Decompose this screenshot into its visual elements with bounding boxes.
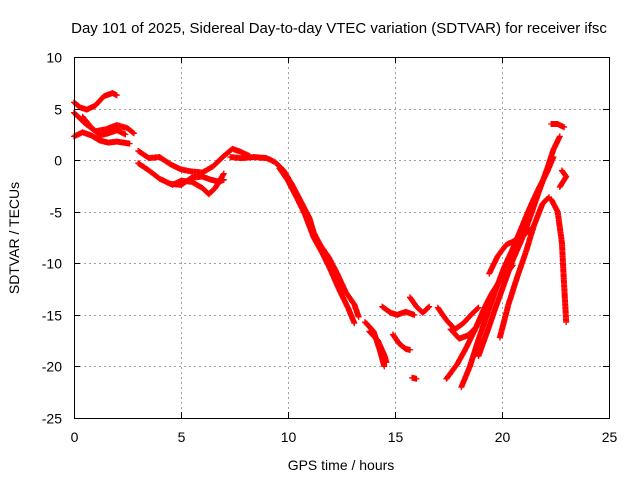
y-tick-label: 5: [54, 102, 62, 118]
data-series: [135, 145, 253, 176]
x-tick-label: 5: [178, 429, 186, 445]
plus-markers: [389, 331, 413, 353]
data-series: [496, 194, 553, 341]
data-series: [276, 165, 358, 327]
x-tick-label: 15: [388, 429, 404, 445]
plus-markers: [548, 196, 570, 326]
plus-markers: [409, 374, 420, 382]
plot-frame: [74, 57, 610, 419]
x-tick-label: 25: [602, 429, 618, 445]
plus-markers: [486, 225, 535, 277]
y-tick-label: -20: [42, 359, 62, 375]
y-tick-label: 10: [46, 50, 62, 66]
plus-markers: [79, 113, 129, 139]
plus-markers: [169, 170, 227, 198]
data-series: [548, 121, 568, 131]
plus-markers: [135, 145, 253, 176]
chart-title: Day 101 of 2025, Sidereal Day-to-day VTE…: [71, 20, 607, 37]
data-series: [366, 328, 390, 366]
y-axis-label: SDTVAR / TECUs: [6, 182, 22, 294]
data-points: [71, 90, 570, 391]
data-series: [556, 167, 570, 190]
plus-markers: [407, 294, 433, 316]
y-tick-label: 0: [54, 153, 62, 169]
x-axis-label: GPS time / hours: [288, 457, 395, 473]
y-tick-label: -25: [42, 411, 62, 427]
plus-markers: [496, 194, 553, 341]
x-tick-label: 0: [71, 429, 79, 445]
plus-markers: [434, 304, 482, 333]
y-tick-label: -10: [42, 256, 62, 272]
plus-markers: [475, 133, 563, 360]
data-series: [409, 374, 420, 382]
plus-markers: [276, 165, 358, 327]
axis-ticks: 0 5 10 15 20 25 -25 -20 -15 -10 -5 0 5 10: [42, 50, 618, 446]
y-tick-label: -5: [50, 205, 63, 221]
data-series: [79, 113, 129, 139]
data-series: [169, 170, 227, 198]
data-series: [548, 196, 570, 326]
y-tick-label: -15: [42, 308, 62, 324]
plus-markers: [366, 328, 390, 366]
data-series: [379, 303, 418, 318]
plus-markers: [556, 167, 570, 190]
data-series: [407, 294, 433, 316]
plus-markers: [379, 303, 418, 318]
plus-markers: [548, 121, 568, 131]
data-series: [389, 331, 413, 353]
x-tick-label: 10: [281, 429, 297, 445]
data-series: [434, 304, 482, 333]
x-tick-label: 20: [495, 429, 511, 445]
data-series: [475, 133, 563, 360]
data-series: [486, 225, 535, 277]
